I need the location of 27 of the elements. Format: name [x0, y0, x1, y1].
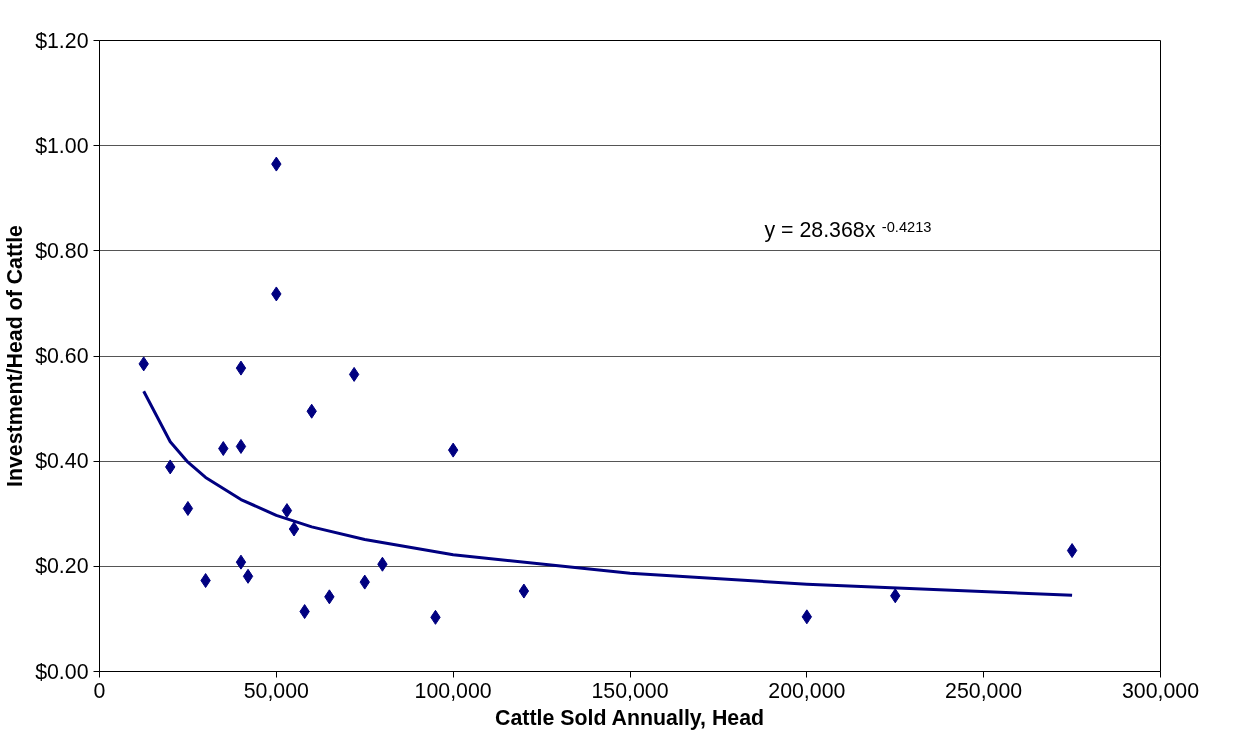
point: [288, 521, 300, 537]
point: [182, 500, 194, 516]
annotation: y = 28.368x-0.4213: [764, 217, 932, 242]
x-tick-label: 150,000: [591, 678, 669, 703]
x-tick-label: 100,000: [414, 678, 492, 703]
y-tick-label: $0.60: [35, 344, 89, 368]
x-tick-label: 250,000: [945, 678, 1023, 703]
point: [242, 568, 254, 584]
y-tick-label: $1.00: [35, 133, 89, 158]
y-tick-label: $0.00: [35, 659, 89, 684]
x-tick-label: 300,000: [1121, 678, 1200, 703]
y-tick-label: $0.20: [35, 554, 89, 579]
y-axis-title: Investment/Head of Cattle: [3, 224, 28, 487]
point: [518, 583, 530, 599]
x-tick-label: 50,000: [243, 678, 310, 703]
y-tick-label: $0.80: [35, 238, 89, 263]
point: [348, 366, 360, 382]
x-tick-label: 0: [93, 678, 106, 703]
point: [235, 554, 247, 570]
y-tick-label: $0.40: [35, 449, 89, 474]
point: [235, 360, 247, 376]
point: [281, 503, 293, 519]
x-axis-title: Cattle Sold Annually, Head: [495, 705, 765, 730]
x-tick-label: 200,000: [768, 678, 846, 703]
point: [1066, 543, 1078, 559]
y-tick-label: $1.20: [35, 28, 89, 53]
point: [235, 438, 247, 454]
